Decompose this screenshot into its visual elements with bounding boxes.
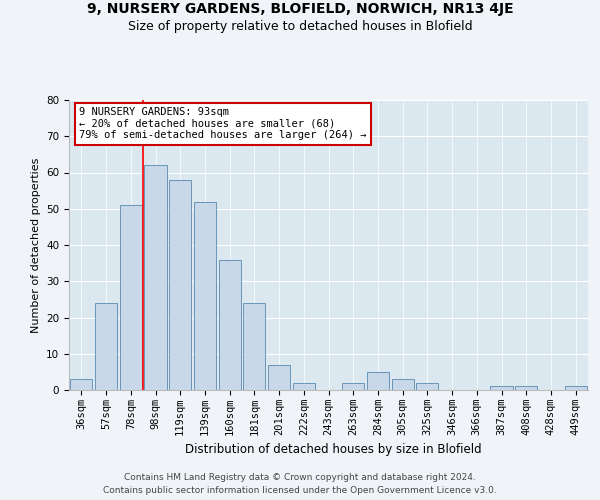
Bar xyxy=(293,383,315,390)
Bar xyxy=(169,180,191,390)
Bar xyxy=(243,303,265,390)
Bar xyxy=(95,303,117,390)
Text: Contains public sector information licensed under the Open Government Licence v3: Contains public sector information licen… xyxy=(103,486,497,495)
Bar xyxy=(490,386,512,390)
Bar xyxy=(268,364,290,390)
Text: 9 NURSERY GARDENS: 93sqm
← 20% of detached houses are smaller (68)
79% of semi-d: 9 NURSERY GARDENS: 93sqm ← 20% of detach… xyxy=(79,108,367,140)
Bar xyxy=(342,383,364,390)
Bar xyxy=(119,205,142,390)
Bar xyxy=(367,372,389,390)
Bar xyxy=(70,379,92,390)
Text: 9, NURSERY GARDENS, BLOFIELD, NORWICH, NR13 4JE: 9, NURSERY GARDENS, BLOFIELD, NORWICH, N… xyxy=(86,2,514,16)
Bar xyxy=(416,383,439,390)
Bar xyxy=(145,165,167,390)
Text: Distribution of detached houses by size in Blofield: Distribution of detached houses by size … xyxy=(185,442,481,456)
Bar xyxy=(515,386,538,390)
Bar xyxy=(565,386,587,390)
Bar xyxy=(194,202,216,390)
Y-axis label: Number of detached properties: Number of detached properties xyxy=(31,158,41,332)
Text: Size of property relative to detached houses in Blofield: Size of property relative to detached ho… xyxy=(128,20,472,33)
Bar xyxy=(392,379,414,390)
Bar xyxy=(218,260,241,390)
Text: Contains HM Land Registry data © Crown copyright and database right 2024.: Contains HM Land Registry data © Crown c… xyxy=(124,472,476,482)
